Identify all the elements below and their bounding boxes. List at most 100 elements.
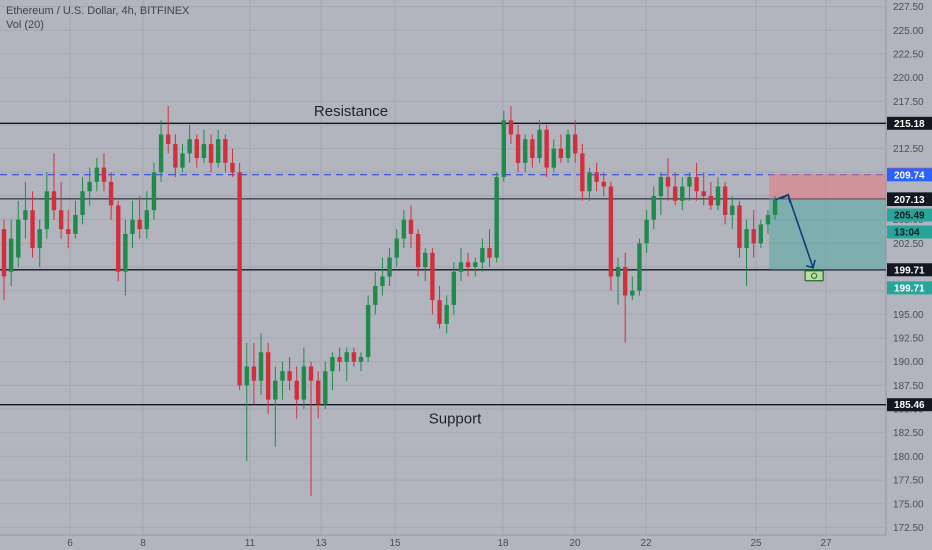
price-tag-label: 205.49: [894, 211, 925, 222]
candle-body: [223, 139, 228, 163]
candle-body: [8, 238, 14, 272]
candle-body: [701, 191, 706, 197]
price-tag-label: 199.71: [894, 283, 925, 294]
candle-body: [187, 139, 192, 154]
candle-body: [765, 214, 771, 225]
time-axis-labels: 6 8 11 13 15 18 20 22 25 27: [67, 538, 832, 549]
candle-body: [66, 229, 71, 234]
candle-body: [23, 210, 28, 220]
candle-body: [758, 224, 764, 244]
candle-body: [44, 191, 50, 230]
candle-body: [737, 205, 742, 249]
price-tag: [887, 193, 932, 207]
candle-body: [437, 300, 442, 324]
volume-indicator-label: Vol (20): [6, 19, 44, 31]
arrow-head-up: [780, 193, 791, 204]
candle-body: [558, 148, 564, 159]
candle-body: [294, 380, 299, 400]
price-tick-label: 190.00: [893, 357, 924, 368]
candle-body: [80, 191, 85, 215]
price-tick-label: 227.50: [893, 2, 924, 13]
price-tick-label: 225.00: [893, 26, 924, 37]
candle-body: [237, 172, 242, 386]
candle-body: [473, 262, 478, 268]
candle-body: [251, 366, 257, 381]
candle-body: [730, 205, 735, 215]
candle-body: [315, 380, 321, 405]
candle-body: [365, 304, 371, 357]
candle-body: [772, 199, 778, 215]
price-tick-label: 220.00: [893, 73, 924, 84]
price-tick-label: 172.50: [893, 523, 924, 534]
candle-body: [151, 172, 157, 211]
candle-body: [51, 191, 57, 211]
candle-body: [344, 352, 349, 362]
price-tag: [887, 168, 932, 182]
horizontal-levels[interactable]: [0, 122, 886, 406]
time-tick-label: 20: [569, 538, 581, 549]
candle-body: [658, 177, 664, 197]
candle-body: [630, 290, 635, 296]
candle-body: [594, 172, 599, 182]
time-tick-label: 11: [245, 538, 256, 549]
candle-body: [208, 143, 214, 163]
candle-body: [508, 120, 514, 135]
candle-body: [501, 120, 506, 178]
price-tick-label: 180.00: [893, 452, 924, 463]
candle-body: [423, 252, 428, 268]
price-tag-label: 207.13: [894, 195, 925, 206]
candle-body: [573, 134, 578, 154]
arrow-head-down: [805, 259, 816, 269]
price-tag: [887, 116, 932, 130]
candle-body: [651, 196, 656, 220]
projection-arrows[interactable]: [774, 193, 824, 282]
price-tick-label: 182.50: [893, 428, 924, 439]
resistance-label[interactable]: Resistance: [314, 103, 388, 120]
time-tick-label: 13: [315, 538, 327, 549]
candle-body: [1, 229, 7, 277]
price-tick-label: 202.50: [893, 239, 924, 250]
candle-body: [487, 248, 492, 258]
grid: [0, 0, 886, 535]
price-tag-label: 13:04: [894, 227, 920, 238]
candle-body: [166, 134, 171, 144]
candle-body: [280, 371, 285, 381]
candle-body: [587, 172, 592, 192]
candle-body: [87, 181, 92, 192]
candle-body: [265, 352, 271, 400]
candle-body: [580, 153, 585, 192]
candle-body: [30, 210, 35, 249]
candle-body: [622, 267, 628, 296]
price-tag: [887, 398, 932, 412]
candle-body: [108, 181, 114, 206]
annotations[interactable]: Resistance Support: [314, 103, 482, 428]
candle-body: [494, 177, 499, 258]
candle-body: [601, 181, 606, 187]
candle-body: [637, 243, 642, 291]
candle-body: [565, 134, 571, 159]
candle-body: [358, 356, 364, 362]
candle-body: [73, 214, 78, 234]
candle-body: [644, 219, 649, 244]
short-position-tool[interactable]: [769, 174, 886, 270]
candle-body: [687, 177, 692, 187]
money-icon-coin: [811, 272, 818, 279]
candle-body: [451, 271, 457, 305]
candle-body: [216, 139, 221, 163]
candle-body: [94, 167, 100, 182]
take-profit-zone[interactable]: [769, 198, 886, 270]
candles: [1, 106, 778, 497]
price-tick-label: 187.50: [893, 381, 924, 392]
candle-body: [380, 276, 385, 286]
candle-body: [751, 229, 756, 244]
candle-body: [116, 205, 121, 272]
candle-body: [415, 233, 421, 268]
candle-body: [101, 167, 107, 182]
candle-body: [230, 162, 235, 173]
price-tag-label: 199.71: [894, 265, 925, 276]
candle-body: [323, 371, 328, 405]
price-tag-label: 185.46: [894, 400, 925, 411]
candle-body: [665, 177, 671, 187]
support-label[interactable]: Support: [429, 411, 482, 428]
